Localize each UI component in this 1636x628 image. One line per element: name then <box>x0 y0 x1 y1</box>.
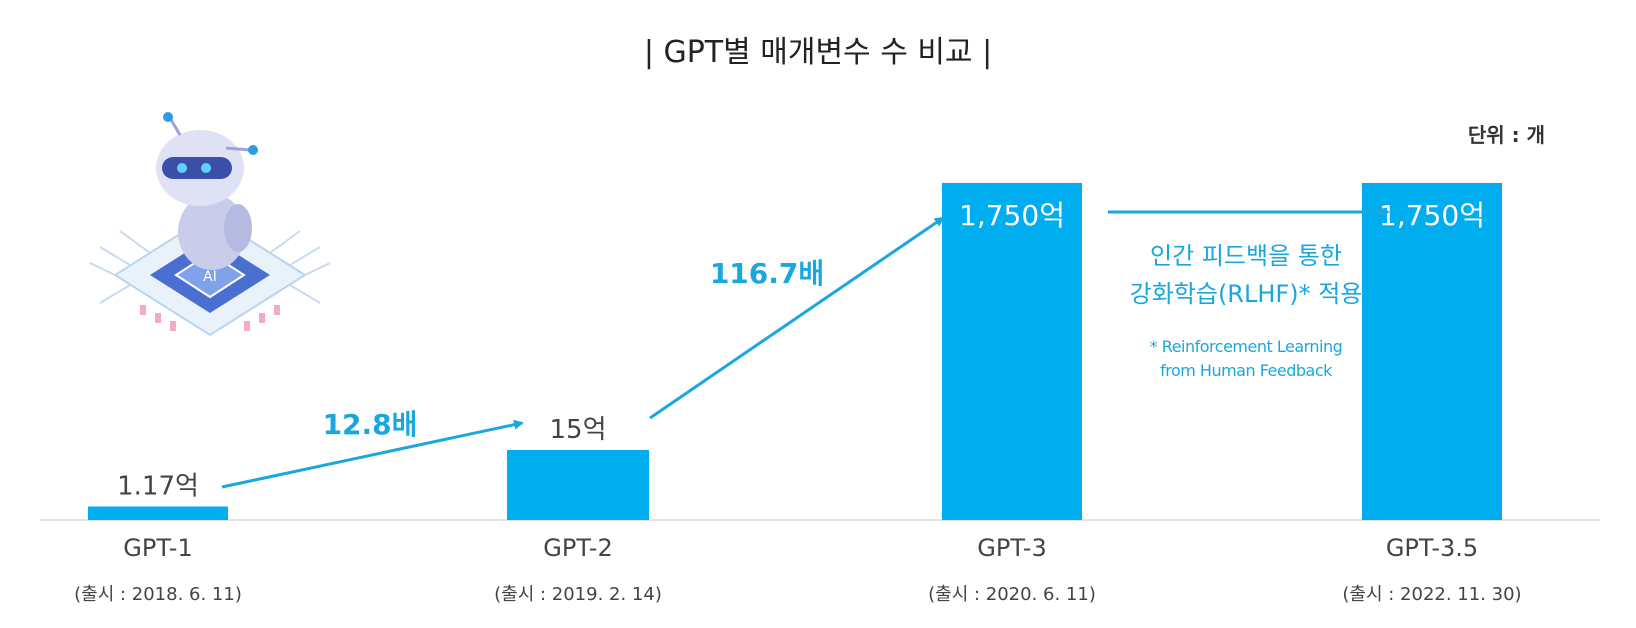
rlhf-footnote-line-1: * Reinforcement Learning <box>1150 337 1343 356</box>
category-label-gpt1: GPT-1 <box>123 534 192 562</box>
rlhf-annotation-line-2: 강화학습(RLHF)* 적용 <box>1130 280 1363 308</box>
svg-text:AI: AI <box>203 269 217 285</box>
rlhf-footnote-line-2: from Human Feedback <box>1160 361 1333 380</box>
growth-arrow-1 <box>221 419 524 489</box>
value-label-gpt2: 15억 <box>549 415 606 445</box>
multiplier-label-1: 12.8배 <box>323 408 418 441</box>
rlhf-annotation-line-1: 인간 피드백을 통한 <box>1150 242 1342 270</box>
category-label-gpt2: GPT-2 <box>543 534 612 562</box>
robot-chip-illustration: AI <box>89 112 331 337</box>
category-label-gpt35: GPT-3.5 <box>1386 534 1478 562</box>
multiplier-label-2: 116.7배 <box>710 257 824 290</box>
release-date-gpt1: (출시 : 2018. 6. 11) <box>74 584 242 605</box>
bar-group <box>88 183 1502 520</box>
bar-gpt3 <box>942 183 1082 520</box>
growth-arrow-2 <box>649 216 945 420</box>
bar-gpt35 <box>1362 183 1502 520</box>
value-label-gpt35: 1,750억 <box>1379 199 1485 232</box>
bar-gpt2 <box>507 450 649 520</box>
value-label-gpt3: 1,750억 <box>959 199 1065 232</box>
bar-gpt1 <box>88 506 228 520</box>
chart-title: | GPT별 매개변수 수 비교 | <box>644 35 992 70</box>
release-date-gpt2: (출시 : 2019. 2. 14) <box>494 584 662 605</box>
category-label-gpt3: GPT-3 <box>977 534 1046 562</box>
value-label-gpt1: 1.17억 <box>117 472 199 502</box>
release-date-gpt3: (출시 : 2020. 6. 11) <box>928 584 1096 605</box>
release-date-gpt35: (출시 : 2022. 11. 30) <box>1342 584 1521 605</box>
unit-label: 단위 : 개 <box>1468 123 1545 147</box>
